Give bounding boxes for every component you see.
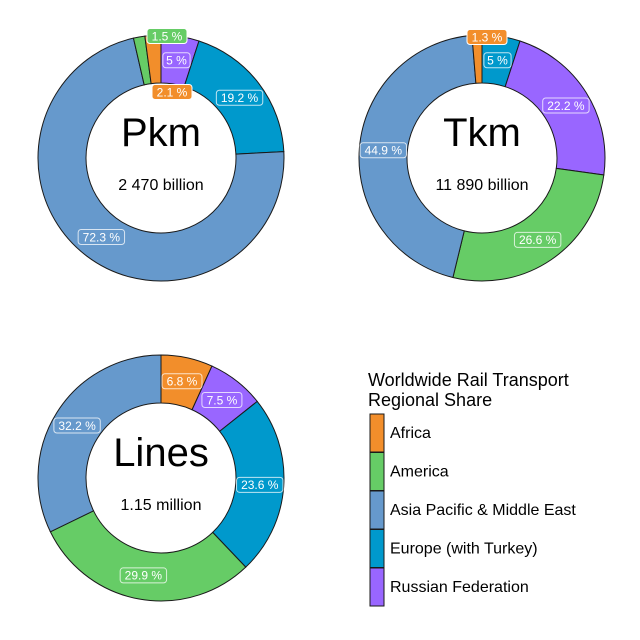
slice-value-label: 19.2 % (215, 89, 264, 106)
donut-chart-lines: Lines 1.15 million 6.8 % 7.5 % 23.6 % 29.9 % 3… (37, 354, 285, 602)
legend-label: Asia Pacific & Middle East (390, 502, 576, 519)
slice-value-label-box (162, 52, 191, 69)
slice-value-label-text: 6.8 % (167, 375, 198, 389)
slice-value-label: 2.1 % (151, 84, 193, 100)
slice-value-label: 5 % (162, 52, 191, 69)
slice-value-label-box (119, 567, 168, 584)
slice-value-label: 1.3 % (466, 29, 508, 45)
slice-value-label-text: 29.9 % (125, 569, 163, 583)
slice-value-label-text: 72.3 % (83, 230, 121, 244)
slice-america (49, 510, 247, 602)
legend-swatch (369, 529, 385, 568)
legend-items: Africa America Asia Pacific & Middle East E… (369, 413, 576, 607)
slice-value-label: 44.9 % (359, 142, 408, 159)
slice-value-label: 7.5 % (201, 391, 243, 408)
legend-swatch (369, 490, 385, 530)
slice-value-label-text: 26.6 % (519, 233, 557, 247)
slice-value-label: 72.3 % (77, 229, 126, 246)
slice-value-label-box (466, 29, 508, 45)
slice-value-label-text: 2.1 % (157, 85, 188, 99)
slice-value-label-box (201, 391, 243, 408)
slice-value-label-text: 5 % (166, 54, 187, 68)
legend-title-line1: Worldwide Rail Transport (368, 370, 569, 390)
chart-subtitle: 2 470 billion (118, 177, 203, 194)
slice-value-label-text: 22.2 % (547, 99, 585, 113)
slice-value-label-box (151, 84, 193, 100)
slice-value-label-box (161, 373, 203, 390)
chart-subtitle: 11 890 billion (435, 177, 528, 194)
slice-value-label-text: 5 % (487, 54, 508, 68)
slice-value-label-box (359, 142, 408, 159)
chart-title: Lines (113, 431, 209, 475)
slice-asia-pacific-middle-east (358, 34, 477, 279)
legend-swatch (369, 567, 385, 607)
slice-value-label-text: 19.2 % (221, 91, 259, 105)
legend-label: Russian Federation (390, 579, 529, 596)
slice-value-label: 5 % (483, 52, 512, 69)
donut-chart-pkm: Pkm 2 470 billion 5 % 19.2 % 72.3 % 1.5 % 2.1 … (37, 28, 285, 282)
slice-value-label-text: 44.9 % (365, 144, 403, 158)
legend-item-russian-federation: Russian Federation (369, 567, 529, 607)
slice-value-label-box (53, 417, 101, 434)
legend-item-asia-pacific-middle-east: Asia Pacific & Middle East (369, 490, 576, 530)
chart-title: Tkm (443, 111, 521, 155)
legend-label: Africa (390, 425, 431, 442)
legend-item-america: America (369, 452, 449, 491)
slice-value-label: 1.5 % (146, 28, 188, 44)
donut-charts: Pkm 2 470 billion 5 % 19.2 % 72.3 % 1.5 % 2.1 … (37, 28, 606, 602)
legend: Worldwide Rail Transport Regional Share … (368, 370, 576, 607)
legend-item-africa: Africa (369, 413, 431, 453)
slice-value-label: 22.2 % (542, 97, 590, 114)
legend-item-europe-with-turkey: Europe (with Turkey) (369, 529, 538, 568)
slice-value-label-text: 1.5 % (152, 29, 183, 43)
slice-value-label: 32.2 % (53, 417, 101, 434)
slice-value-label-text: 23.6 % (241, 478, 279, 492)
slice-america (452, 167, 605, 282)
slice-asia-pacific-middle-east (37, 354, 162, 533)
legend-swatch (369, 452, 385, 491)
legend-label: America (390, 464, 449, 481)
slice-asia-pacific-middle-east (37, 37, 285, 282)
slice-value-label: 23.6 % (236, 476, 284, 493)
slice-value-label-text: 1.3 % (472, 30, 503, 44)
slice-value-label: 6.8 % (161, 373, 203, 390)
slice-value-label: 29.9 % (119, 567, 168, 584)
legend-swatch (369, 413, 385, 453)
slice-value-label-box (236, 476, 284, 493)
slice-value-label-box (513, 231, 562, 248)
slice-value-label-text: 32.2 % (58, 419, 96, 433)
slice-value-label-box (483, 52, 512, 69)
legend-label: Europe (with Turkey) (390, 541, 538, 558)
slice-value-label-box (77, 229, 126, 246)
slice-value-label: 26.6 % (513, 231, 562, 248)
slice-value-label-box (542, 97, 590, 114)
legend-title-line2: Regional Share (368, 390, 492, 410)
slice-value-label-box (146, 28, 188, 44)
slice-value-label-box (215, 89, 264, 106)
slice-value-label-text: 7.5 % (207, 393, 238, 407)
chart-title: Pkm (121, 111, 201, 155)
chart-subtitle: 1.15 million (121, 497, 202, 514)
donut-chart-tkm: Tkm 11 890 billion 5 % 22.2 % 26.6 % 44.9 % 1.… (358, 29, 606, 282)
